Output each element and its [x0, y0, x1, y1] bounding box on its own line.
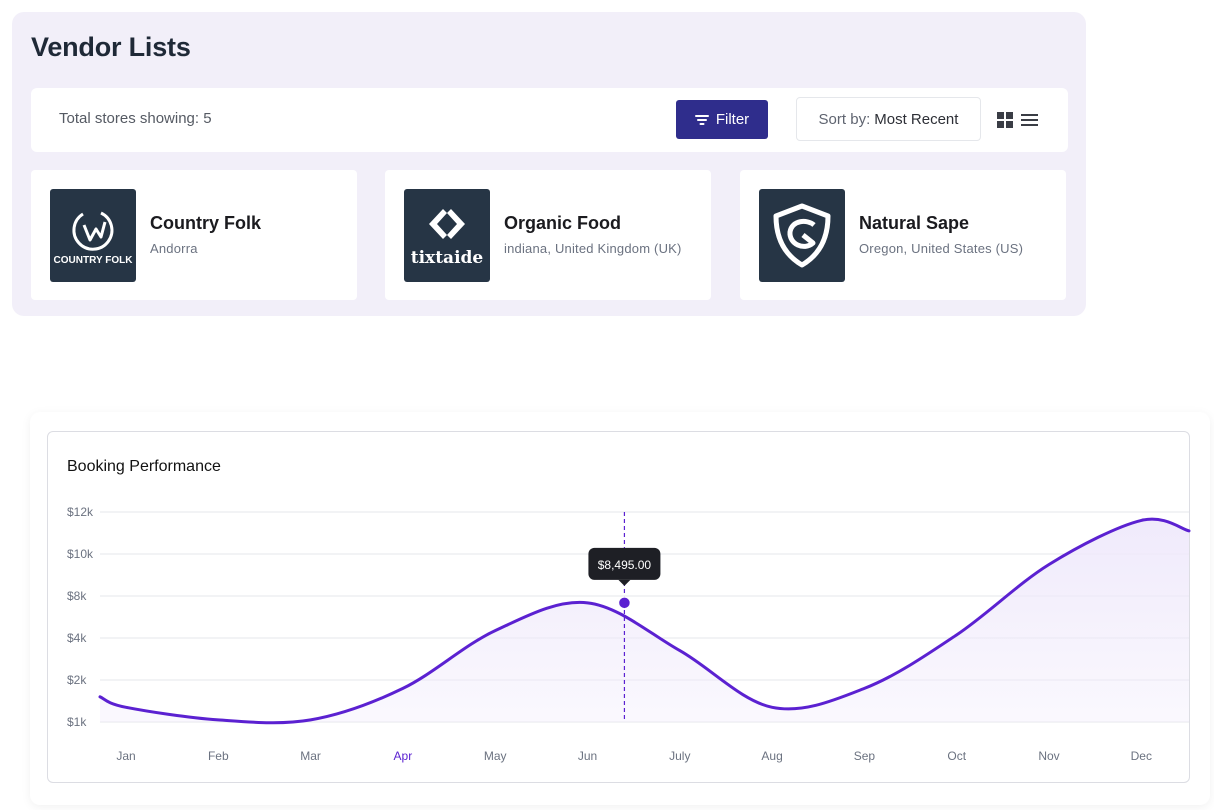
- vendor-card[interactable]: Natural Sape Oregon, United States (US): [740, 170, 1066, 300]
- vendor-location: indiana, United Kingdom (UK): [504, 241, 682, 256]
- y-tick-label: $12k: [67, 505, 94, 519]
- country-folk-logo-icon: COUNTRY FOLK: [50, 189, 136, 282]
- page-title: Vendor Lists: [31, 32, 191, 62]
- tooltip-arrow: [618, 579, 631, 586]
- x-tick-label: May: [484, 749, 507, 763]
- x-tick-label: Dec: [1131, 749, 1152, 763]
- series-area: [100, 519, 1189, 723]
- x-tick-label: Mar: [300, 749, 321, 763]
- grid-view-icon[interactable]: [997, 112, 1013, 128]
- tixtaide-logo-icon: tixtaide: [404, 189, 490, 282]
- shield-logo-icon: [759, 189, 845, 282]
- vendor-location: Oregon, United States (US): [859, 241, 1024, 256]
- logo-text: tixtaide: [411, 248, 484, 268]
- x-tick-label: Sep: [854, 749, 876, 763]
- y-tick-label: $4k: [67, 631, 87, 645]
- sort-prefix: Sort by:: [818, 110, 871, 128]
- filter-button-label: Filter: [715, 111, 750, 128]
- tooltip-box: [588, 547, 661, 580]
- vendor-name[interactable]: Country Folk: [150, 213, 261, 233]
- sort-value: Most Recent: [874, 110, 959, 128]
- vendor-toolbar: Total stores showing: 5 Filter Sort by: …: [31, 88, 1068, 152]
- vendor-name[interactable]: Organic Food: [504, 213, 621, 233]
- list-view-icon[interactable]: [1021, 112, 1038, 128]
- vendor-card[interactable]: COUNTRY FOLK Country Folk Andorra: [31, 170, 357, 300]
- x-tick-label: Aug: [761, 749, 782, 763]
- x-tick-label: Jan: [116, 749, 135, 763]
- tooltip-label: $8,495.00: [598, 558, 652, 572]
- vendor-location: Andorra: [150, 241, 198, 256]
- x-tick-label: Apr: [394, 749, 413, 763]
- x-tick-label: Oct: [947, 749, 966, 763]
- total-stores-text: Total stores showing: 5: [59, 110, 212, 127]
- y-tick-label: $1k: [67, 715, 87, 729]
- vendor-panel: Vendor Lists Total stores showing: 5 Fil…: [12, 12, 1086, 316]
- series-line: [98, 517, 1191, 725]
- x-tick-label: July: [669, 749, 690, 763]
- y-tick-label: $10k: [67, 547, 94, 561]
- chart-title: Booking Performance: [67, 458, 221, 475]
- vendor-name[interactable]: Natural Sape: [859, 213, 970, 233]
- tooltip-point: [617, 596, 632, 610]
- x-tick-label: Feb: [208, 749, 229, 763]
- y-tick-label: $8k: [67, 589, 87, 603]
- sort-dropdown[interactable]: Sort by: Most Recent: [796, 97, 981, 141]
- x-tick-label: Nov: [1038, 749, 1059, 763]
- y-tick-label: $2k: [67, 673, 87, 687]
- logo-text: COUNTRY FOLK: [54, 255, 134, 266]
- x-tick-label: Jun: [578, 749, 597, 763]
- filter-icon: [694, 114, 709, 125]
- filter-button[interactable]: Filter: [676, 100, 768, 139]
- vendor-card[interactable]: tixtaide Organic Food indiana, United Ki…: [385, 170, 711, 300]
